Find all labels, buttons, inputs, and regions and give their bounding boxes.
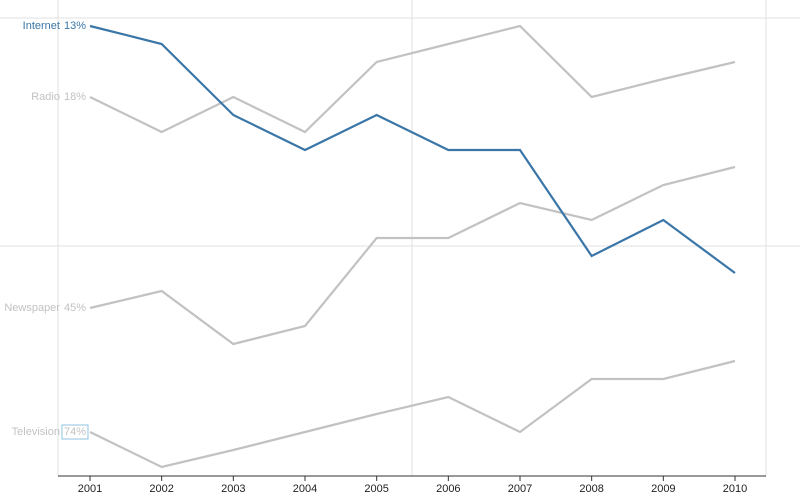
x-tick-label: 2008 — [579, 483, 603, 495]
x-tick-label: 2010 — [723, 483, 747, 495]
series-line — [89, 359, 736, 469]
x-tick-label: 2009 — [651, 483, 675, 495]
series-value-label: 45% — [64, 302, 86, 314]
series-line — [89, 24, 736, 274]
x-tick-label: 2005 — [364, 483, 388, 495]
series-line — [89, 165, 736, 346]
x-tick-label: 2004 — [293, 483, 317, 495]
series-line — [89, 24, 736, 134]
x-tick-label: 2001 — [78, 483, 102, 495]
series-value-label: 13% — [64, 20, 86, 32]
series-name: Newspaper — [4, 302, 60, 314]
x-tick-label: 2003 — [221, 483, 245, 495]
series-name: Television — [12, 426, 60, 438]
x-tick-label: 2007 — [508, 483, 532, 495]
x-tick-label: 2006 — [436, 483, 460, 495]
series-value-label: 18% — [64, 91, 86, 103]
series-name: Radio — [31, 91, 60, 103]
label-highlight — [61, 424, 89, 440]
series-name: Internet — [23, 20, 60, 32]
x-tick-label: 2002 — [149, 483, 173, 495]
series-value-label: 74% — [64, 426, 86, 438]
